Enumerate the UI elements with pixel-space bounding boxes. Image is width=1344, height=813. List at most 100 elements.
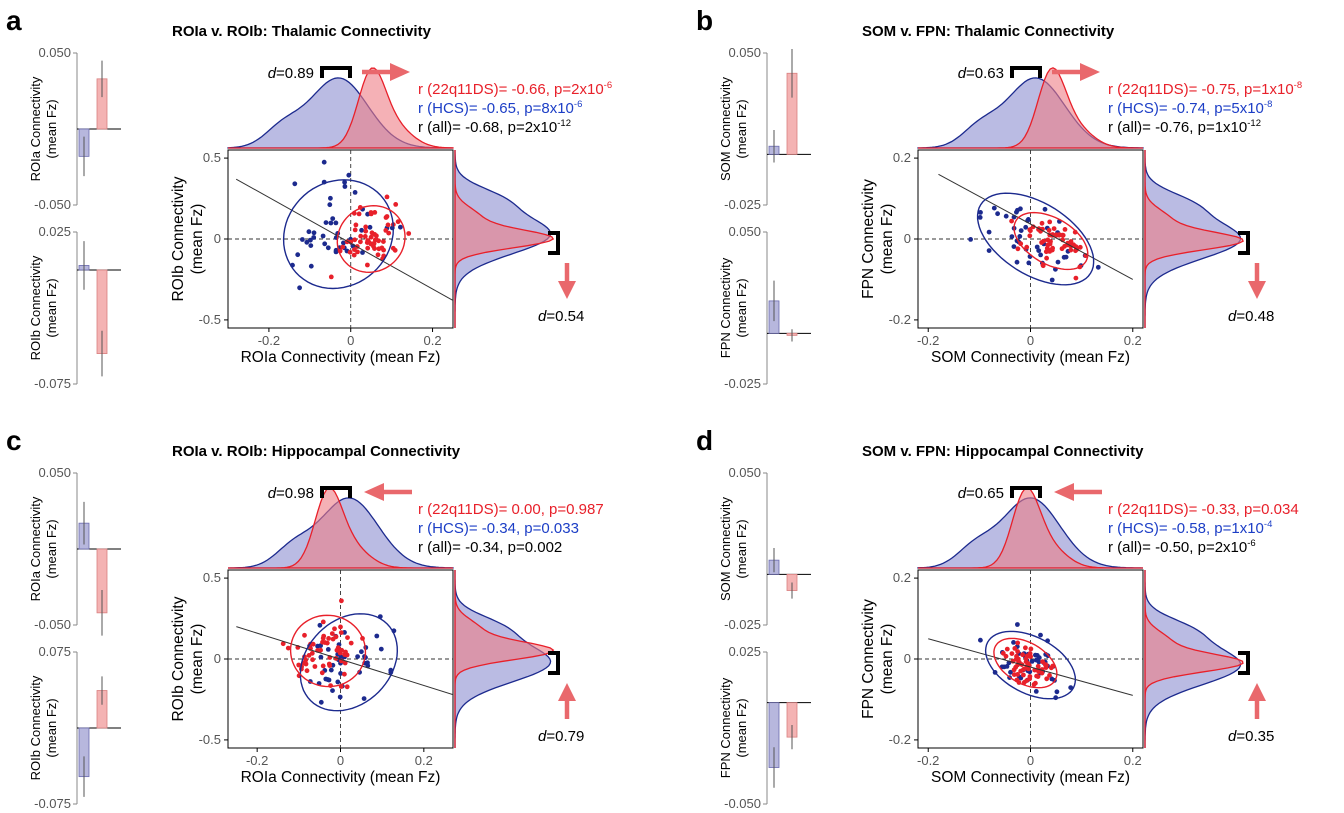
- data-point-hcs: [333, 220, 339, 226]
- data-point-hcs: [1049, 277, 1055, 283]
- panel-title: ROIa v. ROIb: Hippocampal Connectivity: [172, 443, 461, 460]
- data-point-22q11ds: [338, 624, 343, 630]
- stat-text: r (all)= -0.76, p=1x10: [1108, 119, 1247, 136]
- data-point-hcs: [1018, 206, 1023, 212]
- bar-chart-top: 0.050 -0.050 ROIa Connectivity(mean Fz): [28, 45, 121, 212]
- effect-size-x-value: =0.65: [966, 485, 1004, 502]
- data-point-22q11ds: [320, 663, 326, 669]
- regression-line: [236, 626, 453, 696]
- y-axis-label-line2: (mean Fz): [189, 624, 206, 695]
- data-point-22q11ds: [1068, 247, 1074, 253]
- data-point-hcs: [333, 249, 339, 255]
- bar-chart-bottom: 0.050 -0.025 FPN Connectivity(mean Fz): [718, 224, 811, 391]
- effect-arrow-x-head: [390, 63, 410, 81]
- data-point-22q11ds: [1040, 659, 1045, 665]
- data-point-hcs: [986, 229, 992, 235]
- bar-tick-label-top: 0.050: [38, 465, 71, 480]
- bar-ylabel: SOM Connectivity(mean Fz): [718, 496, 749, 601]
- data-point-22q11ds: [333, 634, 339, 640]
- density-right-22q11ds: [454, 570, 555, 748]
- density-top-22q11ds: [228, 487, 453, 569]
- panel-title: SOM v. FPN: Hippocampal Connectivity: [862, 443, 1144, 460]
- data-point-hcs: [361, 696, 367, 701]
- data-point-22q11ds: [335, 647, 341, 652]
- data-point-hcs: [1015, 622, 1020, 627]
- ellipse-22q11ds: [1013, 211, 1089, 271]
- stat-exponent: -6: [574, 99, 582, 110]
- bar-tick-label-bottom: -0.050: [724, 796, 761, 811]
- data-point-22q11ds: [344, 684, 350, 690]
- bar-ylabel: FPN Connectivity(mean Fz): [718, 257, 749, 358]
- data-point-22q11ds: [1015, 246, 1021, 252]
- x-tick-label: 0: [1027, 753, 1034, 768]
- data-point-hcs: [1034, 244, 1040, 250]
- data-point-22q11ds: [303, 661, 309, 667]
- panel-letter: b: [696, 5, 713, 36]
- data-point-hcs: [308, 243, 314, 249]
- stat-text: r (all)= -0.50, p=2x10: [1108, 539, 1247, 556]
- scatter-plot: -0.2 0 0.2 0.5 0 -0.5 ROIa Connectivity (mean …: [170, 63, 612, 366]
- effect-size-y-symbol: d: [538, 728, 547, 745]
- data-point-hcs: [991, 205, 997, 211]
- data-point-hcs: [308, 237, 313, 243]
- data-point-22q11ds: [338, 630, 344, 635]
- y-tick-label: 0: [214, 651, 221, 666]
- data-point-22q11ds: [1044, 255, 1049, 261]
- bar-tick-label-bottom: -0.075: [34, 376, 71, 391]
- data-point-hcs: [1009, 234, 1015, 240]
- x-tick-label: -0.2: [258, 333, 280, 348]
- data-point-22q11ds: [1045, 242, 1051, 248]
- data-point-hcs: [338, 654, 344, 660]
- bar-ylabel-line1: SOM Connectivity: [718, 496, 733, 601]
- stat-r-all: r (all)= -0.50, p=2x10-6: [1108, 538, 1256, 556]
- panel-letter: a: [6, 5, 22, 36]
- y-axis-label-line1: FPN Connectivity: [860, 599, 877, 719]
- stat-r-22q: r (22q11DS)= 0.00, p=0.987: [418, 501, 604, 518]
- data-point-hcs: [1023, 224, 1029, 230]
- bar-tick-label-bottom: -0.075: [34, 796, 71, 811]
- data-point-22q11ds: [372, 246, 377, 252]
- data-point-22q11ds: [381, 239, 386, 245]
- data-point-hcs: [1036, 248, 1042, 254]
- data-point-22q11ds: [1062, 243, 1067, 249]
- data-point-hcs: [325, 647, 331, 652]
- y-tick-label: -0.5: [199, 312, 221, 327]
- bar-ylabel-line1: ROIb Connectivity: [28, 675, 43, 780]
- data-point-22q11ds: [312, 664, 318, 669]
- data-point-22q11ds: [1033, 680, 1038, 686]
- data-point-hcs: [320, 233, 326, 239]
- data-point-hcs: [1008, 669, 1013, 675]
- density-top-22q11ds: [918, 67, 1143, 149]
- density-top-22q11ds: [228, 67, 454, 149]
- data-point-22q11ds: [1051, 226, 1057, 232]
- bar-tick-label-bottom: -0.025: [724, 617, 761, 632]
- data-point-22q11ds: [368, 210, 374, 215]
- data-point-hcs: [1038, 252, 1043, 258]
- data-point-22q11ds: [320, 619, 326, 625]
- data-point-22q11ds: [386, 230, 392, 236]
- stat-text: r (HCS)= -0.65, p=8x10: [418, 100, 574, 117]
- data-point-hcs: [1036, 655, 1042, 661]
- ellipse-22q11ds: [993, 637, 1058, 689]
- data-point-hcs: [1011, 640, 1016, 645]
- data-point-22q11ds: [1062, 227, 1068, 232]
- data-point-hcs: [292, 181, 298, 187]
- data-point-22q11ds: [339, 598, 344, 604]
- stat-text: r (HCS)= -0.58, p=1x10: [1108, 520, 1264, 537]
- data-point-22q11ds: [362, 234, 368, 239]
- effect-bracket-x: [1010, 486, 1042, 498]
- data-point-hcs: [311, 230, 317, 236]
- data-point-hcs: [978, 637, 983, 643]
- data-point-22q11ds: [381, 247, 386, 253]
- data-point-hcs: [1017, 234, 1023, 239]
- x-tick-label: 0: [347, 333, 354, 348]
- ellipse-22q11ds: [289, 614, 367, 688]
- stat-r-hcs: r (HCS)= -0.34, p=0.033: [418, 520, 579, 537]
- data-point-22q11ds: [1039, 220, 1045, 226]
- data-point-hcs: [330, 216, 336, 222]
- y-tick-label: 0.5: [203, 150, 221, 165]
- effect-size-x: d=0.89: [268, 65, 314, 82]
- data-point-22q11ds: [329, 631, 335, 636]
- bar-ylabel-line1: ROIb Connectivity: [28, 255, 43, 360]
- data-point-hcs: [338, 671, 343, 676]
